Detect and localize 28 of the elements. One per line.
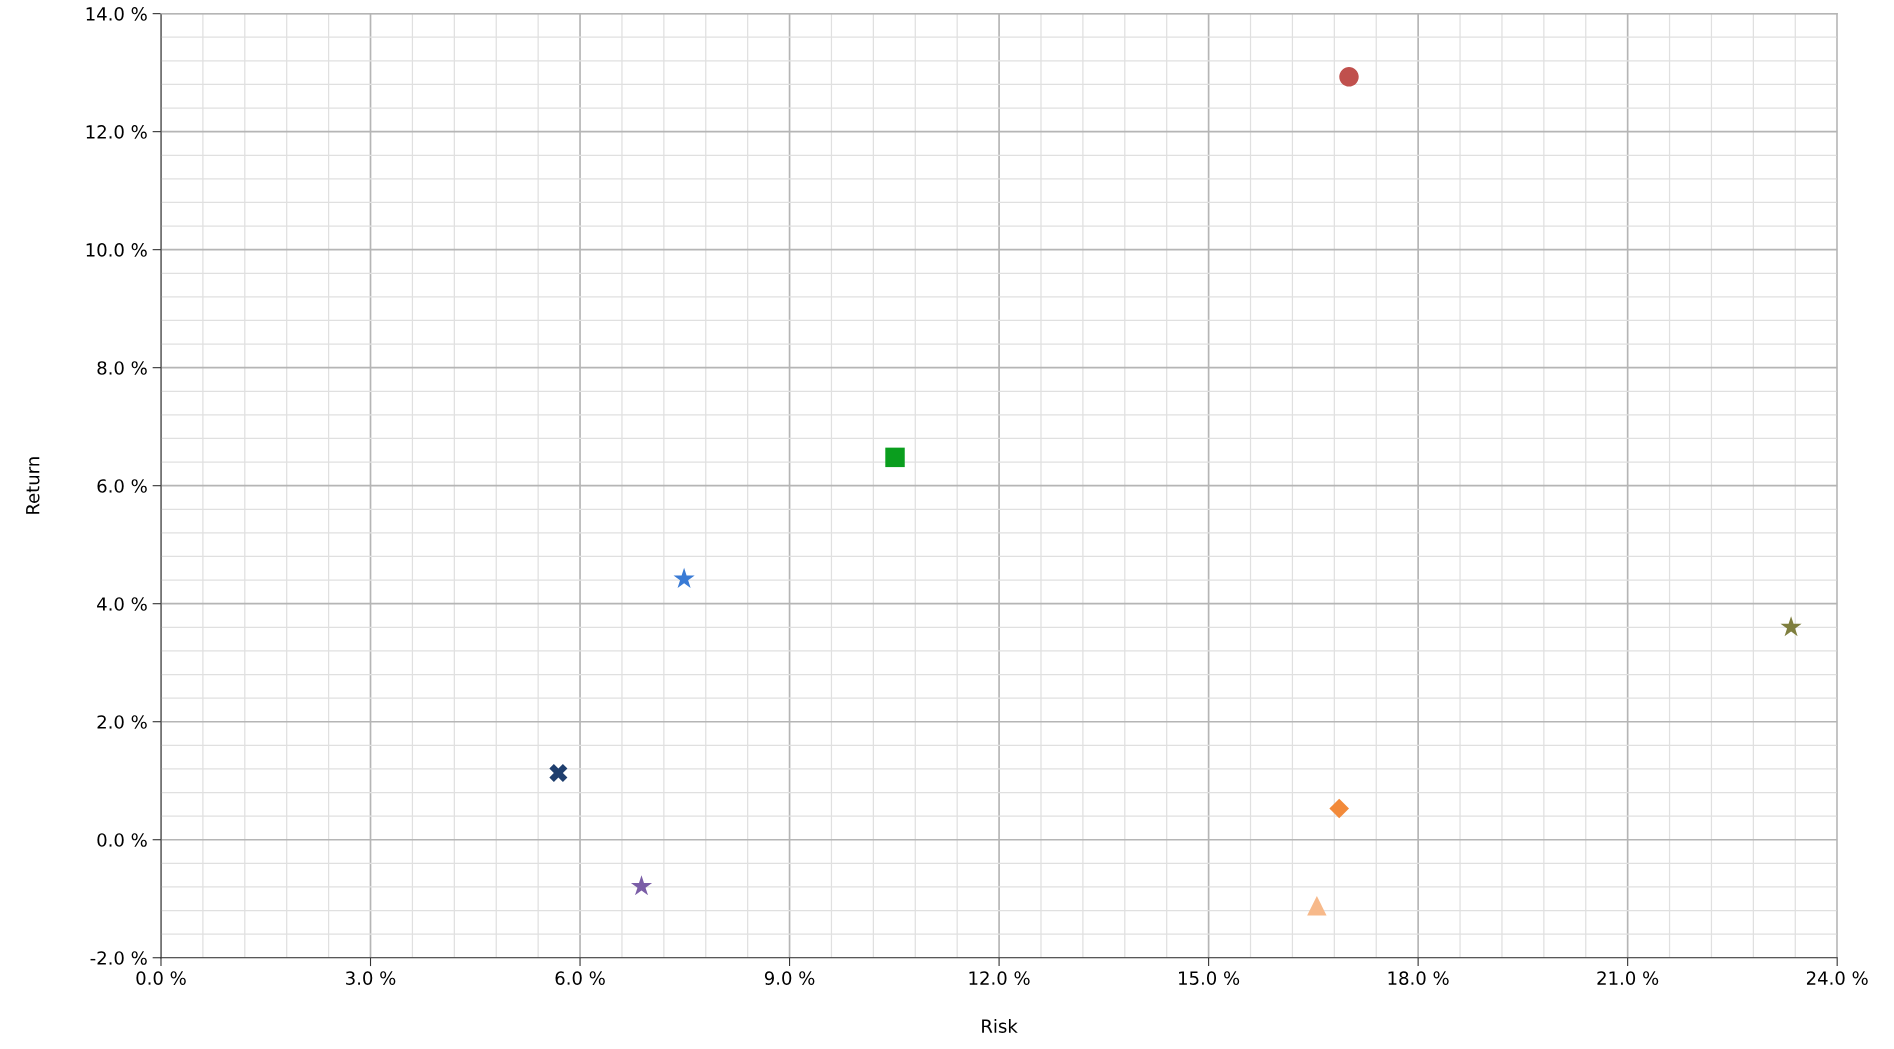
- x-tick-label: 21.0 %: [1597, 971, 1659, 985]
- y-tick-label: 12.0 %: [86, 125, 147, 139]
- y-tick-label: 0.0 %: [97, 833, 147, 847]
- point: [885, 447, 905, 468]
- y-tick-label: 10.0 %: [86, 243, 147, 257]
- y-tick-label: 4.0 %: [97, 597, 147, 611]
- point: [630, 875, 653, 896]
- x-tick-label: 0.0 %: [136, 971, 186, 985]
- x-axis-title: Risk: [982, 1018, 1018, 1033]
- x-tick-label: 9.0 %: [764, 971, 815, 985]
- point: [549, 764, 568, 783]
- point: [673, 567, 695, 588]
- x-tick-label: 18.0 %: [1388, 971, 1449, 985]
- point: [1780, 616, 1802, 637]
- point: [1329, 798, 1350, 819]
- point: [1307, 896, 1327, 916]
- x-tick-label: 3.0 %: [346, 971, 396, 985]
- x-tick-label: 6.0 %: [555, 971, 605, 985]
- x-tick-label: 24.0 %: [1806, 971, 1868, 985]
- y-tick-label: 6.0 %: [97, 479, 147, 493]
- x-tick-label: 15.0 %: [1179, 971, 1240, 985]
- point: [1339, 67, 1359, 87]
- y-tick-label: -2.0 %: [90, 951, 147, 965]
- x-tick-label: 12.0 %: [969, 971, 1030, 985]
- y-tick-label: 2.0 %: [97, 715, 147, 729]
- y-tick-label: 14.0 %: [86, 7, 147, 21]
- y-tick-label: 8.0 %: [97, 361, 147, 375]
- y-axis-title: Return: [26, 457, 40, 514]
